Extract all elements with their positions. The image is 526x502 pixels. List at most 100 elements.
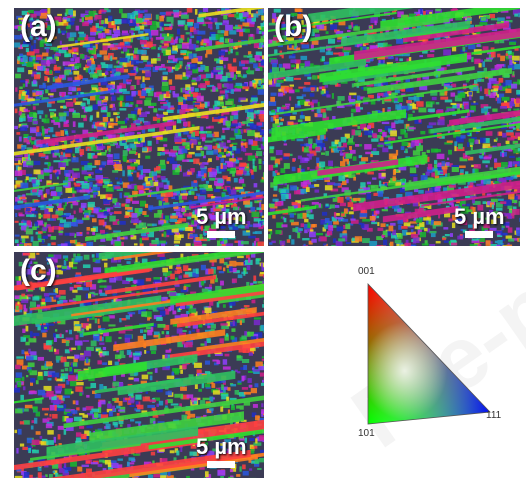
grain: [101, 64, 108, 69]
grain: [212, 138, 217, 142]
grain: [218, 37, 221, 42]
grain: [97, 64, 101, 69]
grain: [14, 239, 19, 244]
grain: [206, 133, 214, 138]
grain: [23, 94, 29, 101]
grain: [89, 64, 96, 70]
grain: [363, 127, 369, 132]
grain: [23, 408, 29, 412]
grain: [427, 54, 435, 58]
grain: [476, 125, 482, 131]
grain: [113, 230, 121, 233]
grain: [482, 143, 491, 149]
grain: [379, 136, 384, 142]
grain: [79, 189, 83, 193]
grain: [51, 214, 59, 219]
grain: [469, 143, 473, 147]
grain: [161, 197, 169, 203]
grain: [492, 85, 500, 89]
grain: [129, 37, 133, 43]
grain: [196, 76, 201, 82]
grain: [140, 230, 147, 237]
grain: [45, 474, 48, 478]
grain: [287, 121, 294, 125]
grain: [41, 144, 49, 150]
grain: [430, 89, 438, 96]
grain: [26, 220, 30, 225]
grain: [472, 223, 476, 230]
elongated-grain: [471, 45, 520, 55]
grain: [130, 85, 135, 91]
grain: [394, 90, 400, 94]
grain: [99, 229, 105, 234]
grain: [213, 188, 220, 193]
grain: [228, 147, 233, 152]
grain: [303, 147, 311, 153]
grain: [302, 212, 307, 219]
grain: [190, 167, 195, 173]
grain: [47, 77, 50, 83]
grain: [32, 226, 37, 230]
grain: [263, 132, 264, 138]
grain: [98, 145, 106, 149]
grain: [246, 18, 252, 24]
grain: [359, 216, 367, 219]
grain: [311, 40, 319, 45]
grain: [398, 224, 402, 230]
grain: [471, 56, 474, 63]
grain: [47, 323, 55, 326]
grain: [25, 81, 28, 87]
grain: [370, 99, 376, 105]
grain: [242, 221, 251, 226]
grain: [261, 78, 264, 83]
grain: [104, 18, 109, 25]
grain: [116, 47, 122, 50]
grain: [226, 187, 230, 192]
grain: [133, 357, 136, 364]
grain: [364, 144, 372, 150]
grain: [216, 222, 223, 226]
grain: [409, 174, 418, 177]
grain: [409, 221, 418, 224]
grain: [321, 152, 326, 155]
grain: [260, 119, 264, 122]
grain: [133, 54, 139, 61]
grain: [273, 35, 280, 39]
grain: [331, 216, 337, 222]
grain: [512, 120, 520, 125]
grain: [85, 64, 93, 68]
grain: [409, 103, 417, 109]
grain: [229, 38, 234, 45]
grain: [384, 97, 392, 102]
grain: [190, 467, 195, 471]
grain: [502, 27, 511, 30]
grain: [28, 70, 33, 75]
grain: [55, 131, 61, 137]
grain: [242, 147, 247, 152]
grain: [419, 232, 426, 238]
grain: [206, 42, 209, 49]
grain: [93, 124, 99, 129]
grain: [367, 125, 372, 129]
grain: [388, 153, 397, 160]
grain: [231, 151, 235, 154]
grain: [97, 126, 105, 131]
grain: [150, 43, 157, 47]
grain: [15, 154, 23, 157]
grain: [260, 61, 264, 66]
grain: [400, 129, 406, 135]
grain: [128, 104, 133, 107]
grain: [482, 201, 487, 204]
grain: [383, 239, 388, 246]
grain: [484, 88, 490, 95]
grain: [400, 244, 408, 246]
grain: [224, 239, 228, 246]
grain: [221, 135, 226, 140]
grain: [261, 204, 264, 210]
grain: [43, 371, 50, 377]
grain: [139, 243, 144, 246]
elongated-grain: [36, 120, 177, 145]
grain: [43, 118, 50, 124]
grain: [207, 194, 214, 198]
grain: [243, 167, 250, 172]
